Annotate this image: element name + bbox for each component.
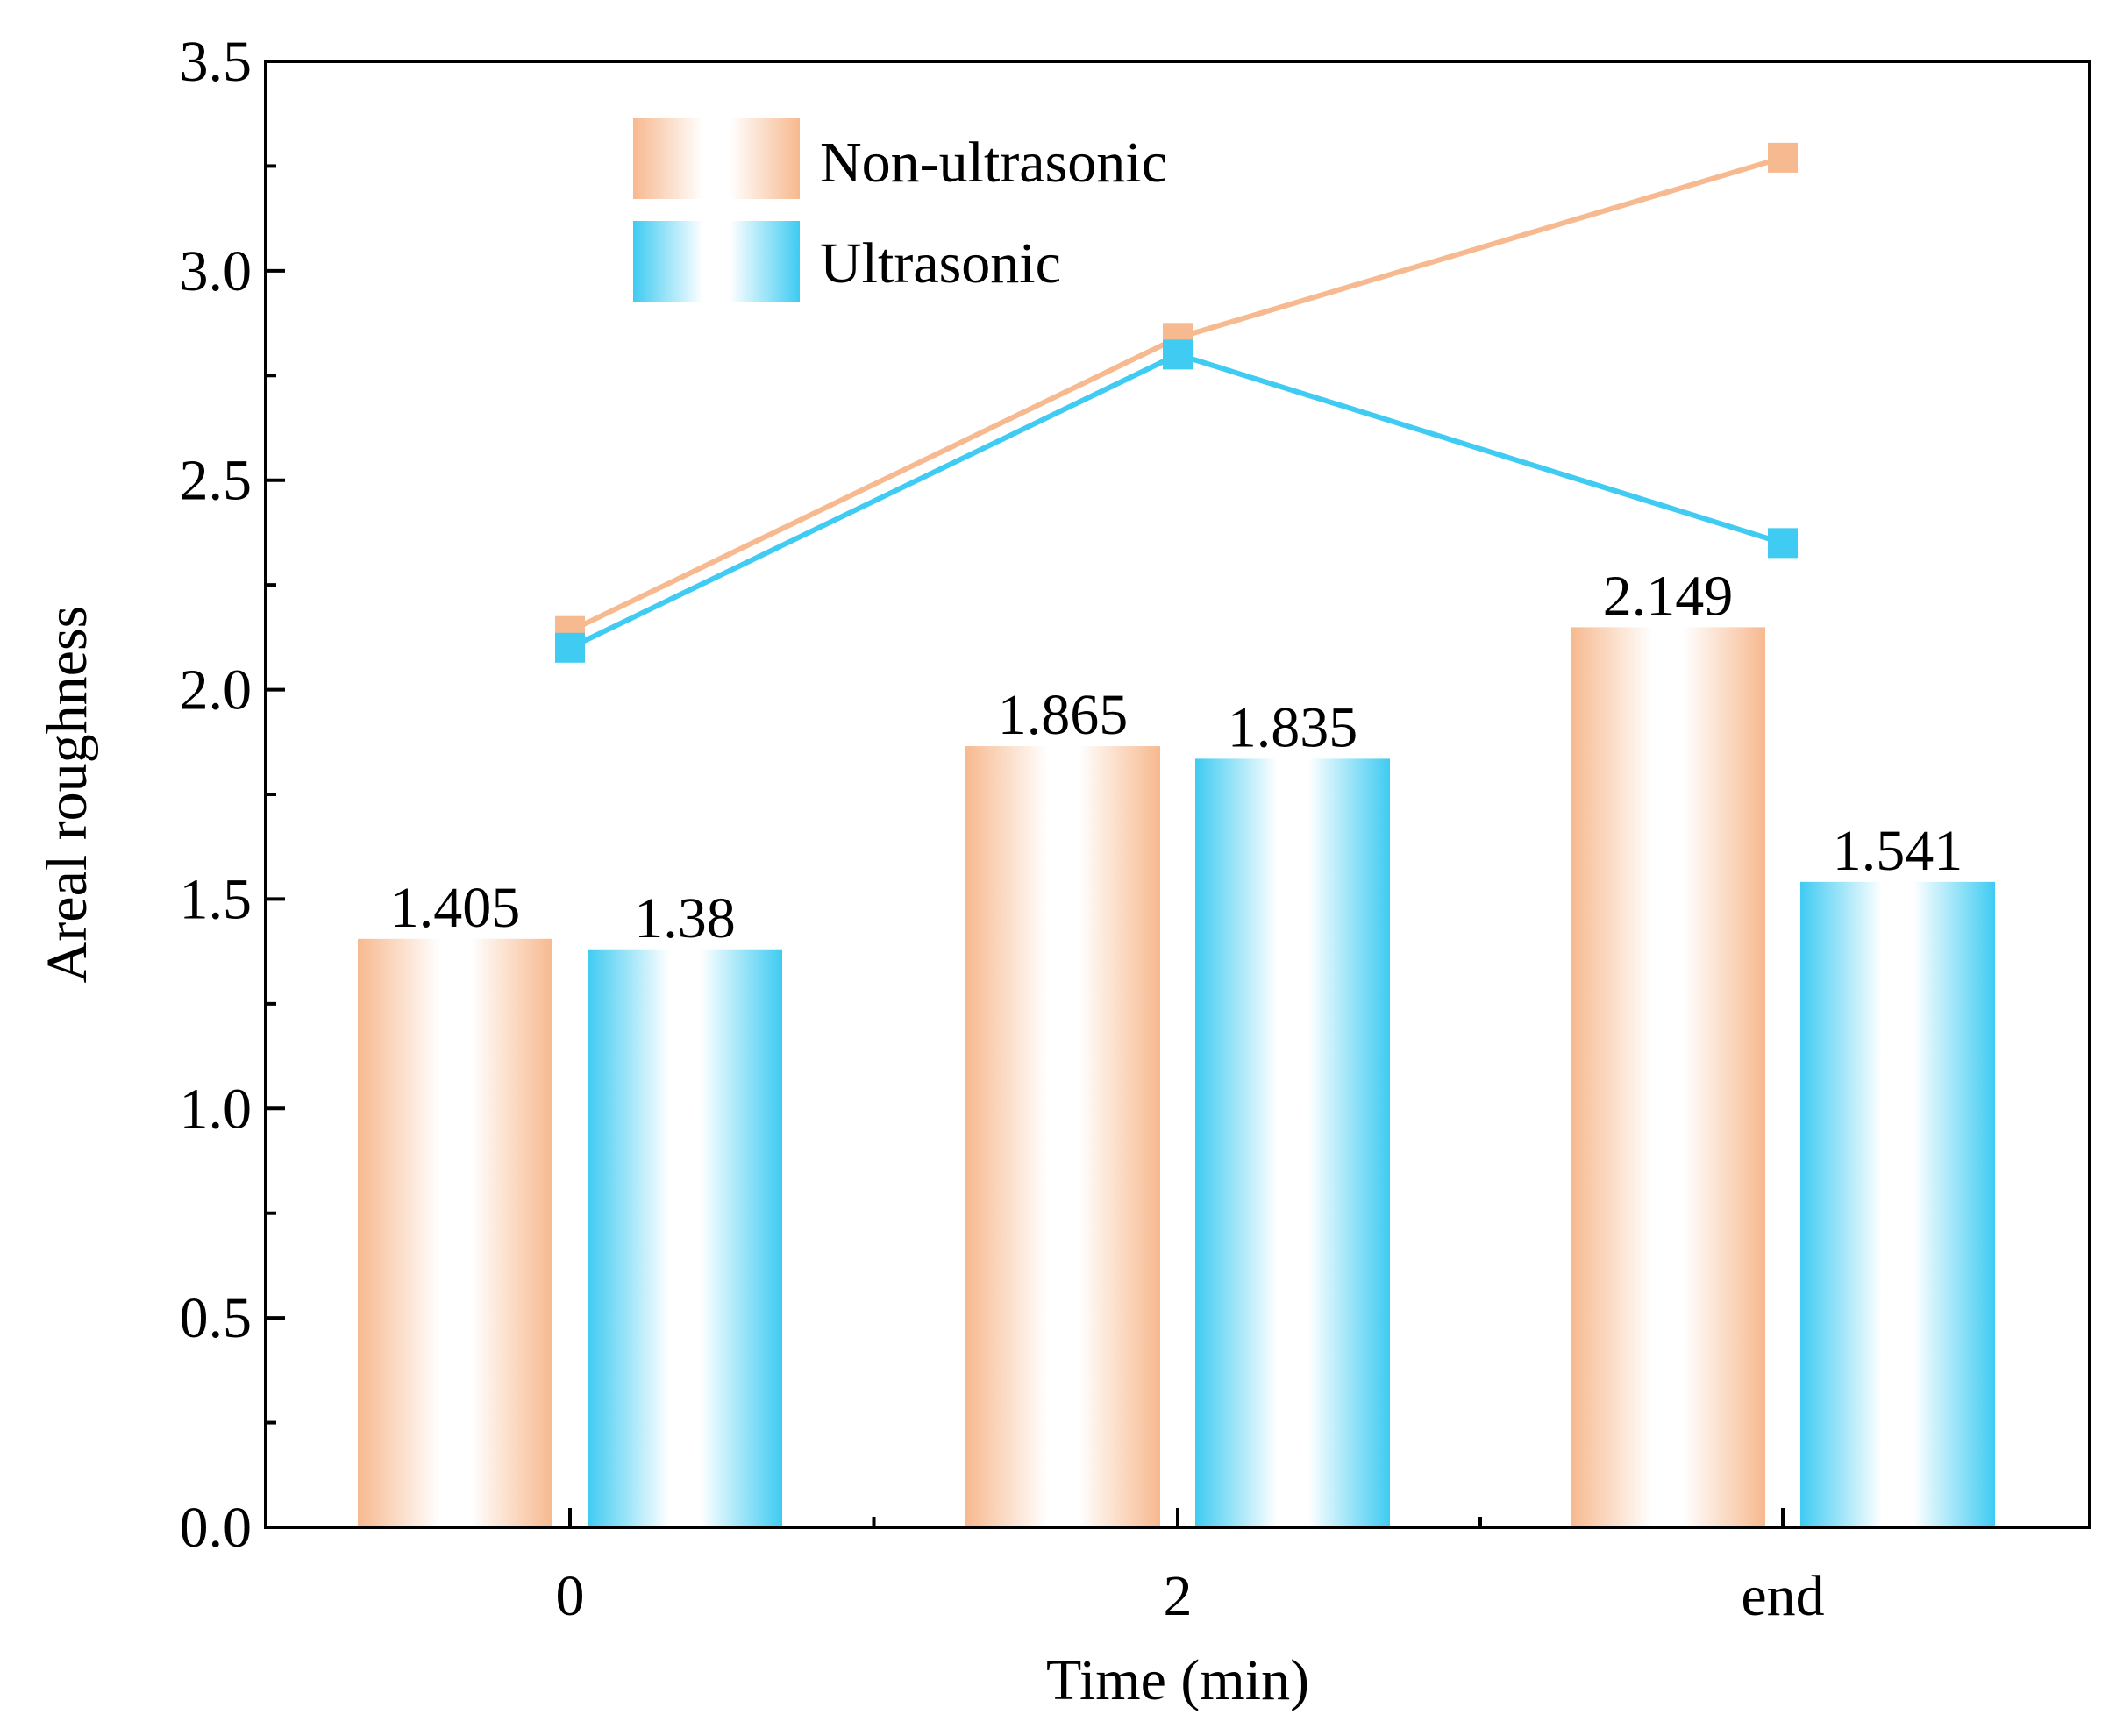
bars: [358, 627, 1995, 1527]
legend-swatch-non-ultrasonic: [633, 118, 800, 199]
bar-non-ultrasonic-2: [1571, 627, 1765, 1527]
legend-swatch-ultrasonic: [633, 221, 800, 302]
y-tick-label-4: 2.0: [180, 658, 253, 722]
y-axis-ticks: 0.0 0.5 1.0 1.5 2.0 2.5 3.0 3.5: [180, 30, 285, 1560]
y-tick-label-6: 3.0: [180, 239, 253, 303]
data-label-ultrasonic-1: 1.835: [1228, 695, 1358, 759]
data-label-non-ultrasonic-0: 1.405: [390, 876, 521, 940]
bar-ultrasonic-1: [1195, 758, 1390, 1527]
legend-label-non-ultrasonic: Non-ultrasonic: [820, 131, 1167, 195]
y-tick-label-2: 1.0: [180, 1077, 253, 1141]
line-ultrasonic: [568, 352, 1784, 651]
data-label-non-ultrasonic-2: 2.149: [1603, 564, 1734, 628]
data-label-non-ultrasonic-1: 1.865: [998, 683, 1129, 747]
y-tick-label-1: 0.5: [180, 1286, 253, 1350]
bar-ultrasonic-2: [1800, 881, 1995, 1527]
y-axis-title: Areal roughness: [35, 606, 99, 984]
data-label-ultrasonic-2: 1.541: [1833, 819, 1963, 883]
x-tick-label-1: 2: [1164, 1564, 1193, 1628]
legend-label-ultrasonic: Ultrasonic: [820, 231, 1061, 295]
y-tick-label-3: 1.5: [180, 867, 253, 931]
x-tick-label-2: end: [1741, 1564, 1824, 1628]
bar-ultrasonic-0: [588, 949, 782, 1527]
x-tick-label-0: 0: [556, 1564, 585, 1628]
y-tick-label-7: 3.5: [180, 30, 253, 94]
marker-ultrasonic-0: [555, 632, 585, 663]
data-labels: 1.405 1.865 2.149 1.38 1.835 1.541: [390, 564, 1963, 950]
bar-non-ultrasonic-1: [965, 746, 1160, 1527]
data-label-ultrasonic-0: 1.38: [634, 886, 736, 950]
marker-ultrasonic-2: [1768, 528, 1798, 559]
y-tick-label-5: 2.5: [180, 449, 253, 513]
marker-ultrasonic-1: [1163, 339, 1193, 370]
y-tick-label-0: 0.0: [180, 1496, 253, 1560]
x-axis-title: Time (min): [1046, 1648, 1309, 1712]
trend-lines: [555, 142, 1798, 663]
marker-non-ultrasonic-2: [1768, 142, 1798, 173]
bar-non-ultrasonic-0: [358, 938, 552, 1527]
x-axis-ticks: 0 2 end: [556, 1508, 1825, 1628]
legend: Non-ultrasonic Ultrasonic: [633, 118, 1167, 302]
plot-frame: [264, 60, 2091, 1529]
